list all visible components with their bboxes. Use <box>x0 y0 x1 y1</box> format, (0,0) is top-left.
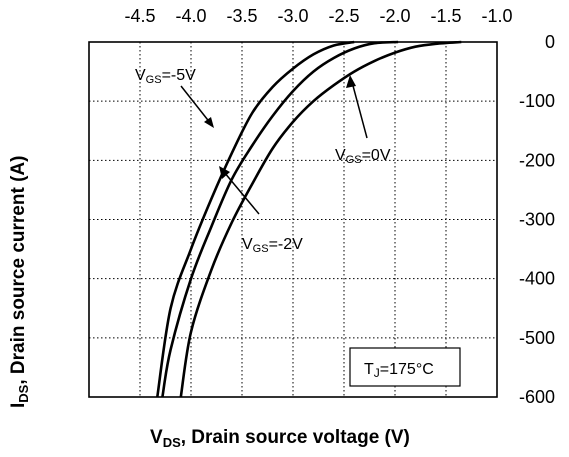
temperature-annotation: TJ=175°C <box>364 361 434 380</box>
series-label-vgs-5v: VGS=-5V <box>135 67 196 86</box>
series-line-vgs-0v <box>179 40 462 398</box>
x-tick-label: -1.5 <box>430 6 461 26</box>
series-label-vgs-0v: VGS=0V <box>335 147 391 166</box>
grid-lines <box>89 42 497 397</box>
temperature-annotation-box <box>349 347 461 387</box>
x-tick-label: -2.0 <box>379 6 410 26</box>
arrow-vgs-2v <box>223 171 260 215</box>
arrow-vgs-5v <box>180 85 212 125</box>
x-tick-label: -3.0 <box>277 6 308 26</box>
x-tick-label: -4.5 <box>124 6 155 26</box>
y-tick-label: -300 <box>519 210 555 230</box>
series-line-vgs-5v <box>156 40 355 398</box>
arrowhead-vgs-0v <box>346 75 356 88</box>
x-tick-labels: -4.5 -4.0 -3.5 -3.0 -2.5 -2.0 -1.5 -1.0 <box>124 6 512 26</box>
x-tick-label: -4.0 <box>175 6 206 26</box>
arrow-vgs-0v <box>351 81 368 139</box>
y-tick-label: -100 <box>519 91 555 111</box>
series-label-vgs-2v: VGS=-2V <box>242 236 303 255</box>
y-tick-labels: 0 -100 -200 -300 -400 -500 -600 <box>519 32 555 407</box>
y-tick-label: -600 <box>519 387 555 407</box>
x-tick-label: -1.0 <box>481 6 512 26</box>
series-line-vgs-2v <box>161 40 399 398</box>
x-tick-label: -2.5 <box>328 6 359 26</box>
curves <box>156 40 462 398</box>
y-tick-label: -200 <box>519 150 555 170</box>
y-tick-label: -400 <box>519 269 555 289</box>
x-axis-title: VDS, Drain source voltage (V) <box>150 427 410 450</box>
arrowhead-vgs-5v <box>204 117 214 128</box>
y-tick-label: -500 <box>519 328 555 348</box>
y-tick-label: 0 <box>545 32 555 52</box>
arrowhead-vgs-2v <box>219 166 230 179</box>
x-tick-label: -3.5 <box>226 6 257 26</box>
plot-frame <box>88 41 498 398</box>
y-axis-title: IDS, Drain source current (A) <box>8 156 31 408</box>
